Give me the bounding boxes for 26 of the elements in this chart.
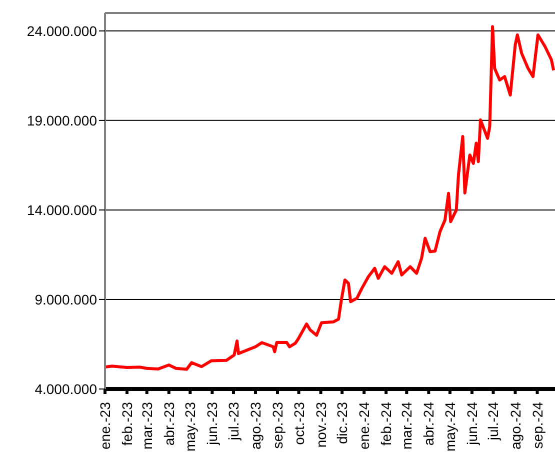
x-tick-label: nov.-23 — [312, 402, 329, 448]
y-tick-label: 14.000.000 — [26, 202, 98, 218]
x-tick-label: sep.-24 — [529, 402, 546, 449]
y-tick-label: 24.000.000 — [26, 22, 98, 39]
x-tick-label: mar.-24 — [398, 402, 415, 450]
y-tick-label: 9.000.000 — [34, 291, 98, 308]
x-tick-label: ago.-24 — [507, 402, 524, 450]
x-tick-label: dic.-23 — [334, 402, 350, 444]
x-tick-label: sep.-23 — [269, 402, 286, 449]
x-tick-label: feb.-24 — [378, 402, 394, 446]
x-tick-label: ago.-23 — [247, 402, 264, 450]
x-tick-label: jun.-24 — [464, 402, 480, 446]
x-tick-label: may.-23 — [182, 402, 198, 452]
y-tick-label: 4.000.000 — [34, 380, 98, 397]
x-tick-label: ene.-24 — [356, 402, 372, 450]
x-tick-label: abr.-23 — [160, 402, 177, 446]
x-tick-label: jul.-24 — [485, 402, 502, 442]
x-tick-label: jun.-23 — [204, 402, 220, 446]
y-tick-label: 19.000.000 — [26, 112, 98, 128]
x-tick-label: ene.-23 — [97, 402, 113, 450]
x-tick-label: mar.-23 — [138, 402, 155, 450]
x-tick-label: feb.-23 — [119, 402, 136, 446]
x-tick-label: may.-24 — [442, 402, 458, 452]
x-tick-label: abr.-24 — [420, 402, 437, 446]
x-tick-label: oct.-23 — [290, 402, 307, 445]
x-tick-label: jul.-23 — [225, 402, 242, 442]
